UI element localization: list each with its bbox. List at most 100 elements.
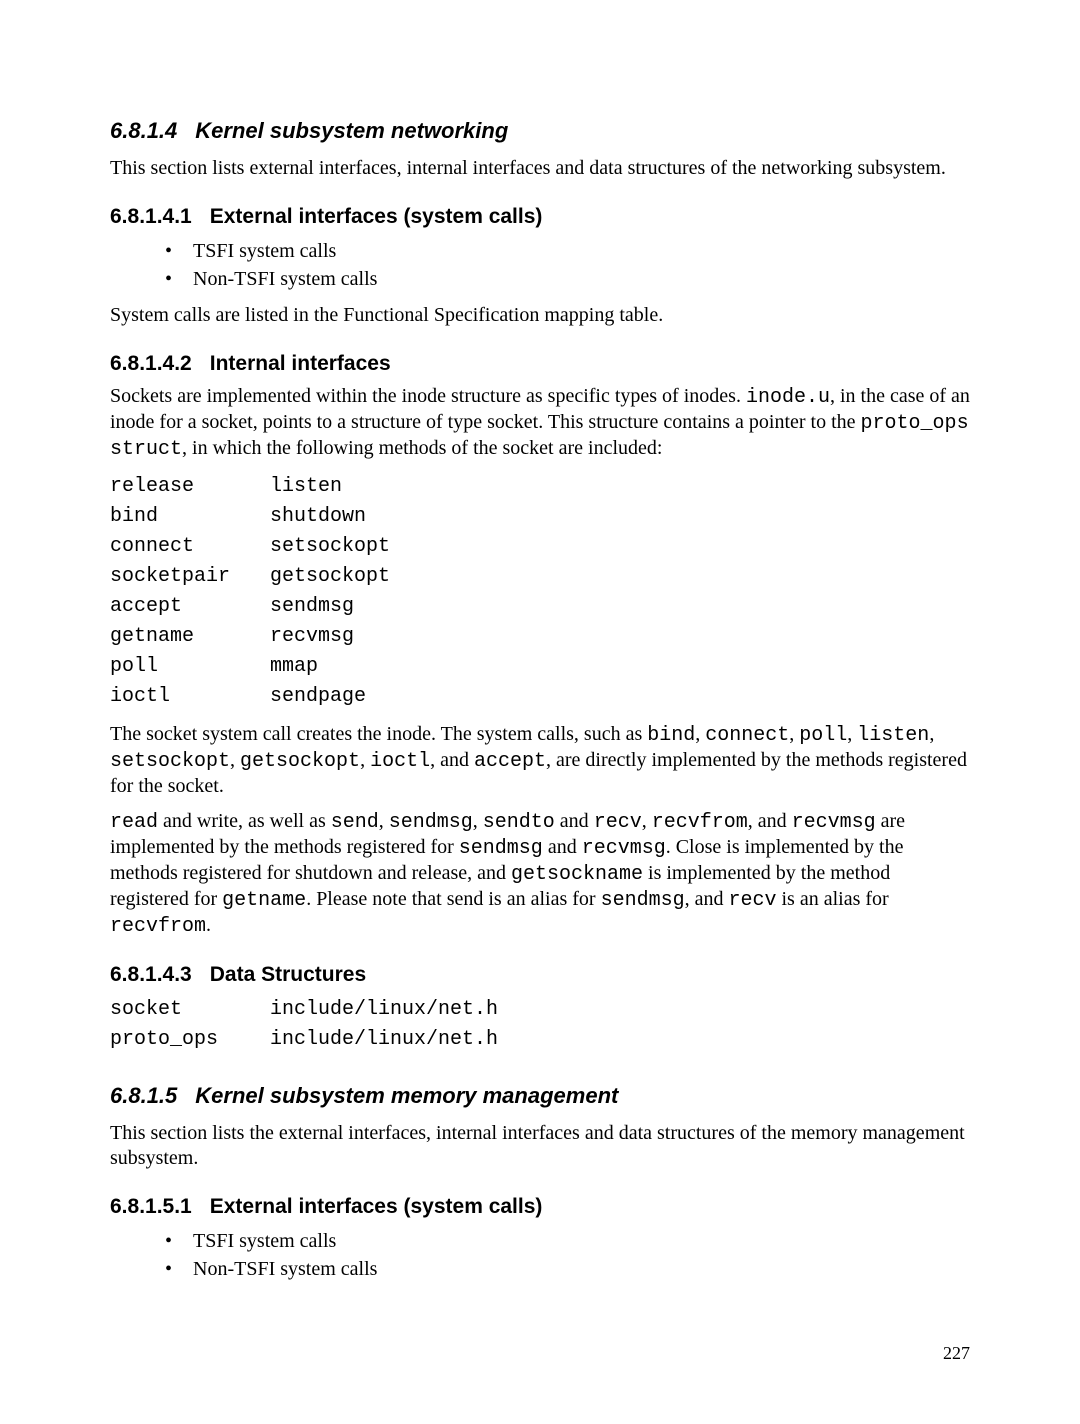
- cell: setsockopt: [270, 532, 390, 562]
- text: ,: [789, 723, 799, 745]
- heading-68151: 6.8.1.5.1 External interfaces (system cal…: [110, 1195, 970, 1219]
- data-structures-table: socketinclude/linux/net.h proto_opsinclu…: [110, 995, 970, 1055]
- cell: connect: [110, 532, 270, 562]
- heading-title: Internal interfaces: [210, 352, 391, 375]
- heading-title: Data Structures: [210, 963, 366, 986]
- bullet-list: TSFI system calls Non-TSFI system calls: [110, 1227, 970, 1283]
- cell: poll: [110, 652, 270, 682]
- table-row: pollmmap: [110, 652, 970, 682]
- paragraph: System calls are listed in the Functiona…: [110, 303, 970, 328]
- paragraph: The socket system call creates the inode…: [110, 722, 970, 799]
- text: . Please note that send is an alias for: [306, 888, 600, 910]
- text: ,: [847, 723, 857, 745]
- text: Sockets are implemented within the inode…: [110, 385, 746, 407]
- code: read: [110, 811, 158, 834]
- cell: socketpair: [110, 562, 270, 592]
- text: and: [555, 810, 594, 832]
- cell: proto_ops: [110, 1025, 270, 1055]
- heading-68143: 6.8.1.4.3 Data Structures: [110, 963, 970, 987]
- heading-number: 6.8.1.5.1: [110, 1195, 192, 1218]
- text: , and: [748, 810, 792, 832]
- code: recv: [594, 811, 642, 834]
- table-row: proto_opsinclude/linux/net.h: [110, 1025, 970, 1055]
- heading-title: External interfaces (system calls): [210, 1195, 543, 1218]
- code: getname: [222, 889, 306, 912]
- cell: bind: [110, 502, 270, 532]
- page-number: 227: [110, 1343, 970, 1364]
- cell: mmap: [270, 652, 318, 682]
- cell: ioctl: [110, 682, 270, 712]
- paragraph: This section lists external interfaces, …: [110, 156, 970, 181]
- code: recv: [728, 889, 776, 912]
- text: ,: [230, 749, 240, 771]
- list-item: TSFI system calls: [165, 1227, 970, 1255]
- cell: accept: [110, 592, 270, 622]
- paragraph: Sockets are implemented within the inode…: [110, 384, 970, 462]
- code: connect: [705, 724, 789, 747]
- text: , and: [430, 749, 474, 771]
- methods-table: releaselisten bindshutdown connectsetsoc…: [110, 472, 970, 712]
- heading-68141: 6.8.1.4.1 External interfaces (system cal…: [110, 205, 970, 229]
- text: ,: [473, 810, 483, 832]
- bullet-list: TSFI system calls Non-TSFI system calls: [110, 237, 970, 293]
- code: sendmsg: [389, 811, 473, 834]
- text: .: [206, 914, 211, 936]
- cell: sendmsg: [270, 592, 354, 622]
- cell: getsockopt: [270, 562, 390, 592]
- code: recvmsg: [582, 837, 666, 860]
- table-row: bindshutdown: [110, 502, 970, 532]
- cell: release: [110, 472, 270, 502]
- code: accept: [474, 750, 546, 773]
- cell: getname: [110, 622, 270, 652]
- code: getsockopt: [240, 750, 360, 773]
- text: ,: [360, 749, 370, 771]
- heading-number: 6.8.1.4: [110, 118, 177, 143]
- code: sendmsg: [601, 889, 685, 912]
- cell: listen: [270, 472, 342, 502]
- table-row: connectsetsockopt: [110, 532, 970, 562]
- heading-number: 6.8.1.4.2: [110, 352, 192, 375]
- code: sendmsg: [459, 837, 543, 860]
- code: recvfrom: [652, 811, 748, 834]
- text: and write, as well as: [158, 810, 331, 832]
- text: , in which the following methods of the …: [182, 437, 662, 459]
- heading-6814: 6.8.1.4 Kernel subsystem networking: [110, 118, 970, 144]
- heading-title: Kernel subsystem networking: [195, 118, 508, 143]
- list-item: Non-TSFI system calls: [165, 265, 970, 293]
- paragraph: read and write, as well as send, sendmsg…: [110, 809, 970, 939]
- code: bind: [647, 724, 695, 747]
- heading-number: 6.8.1.4.1: [110, 205, 192, 228]
- cell: sendpage: [270, 682, 366, 712]
- heading-number: 6.8.1.4.3: [110, 963, 192, 986]
- code: ioctl: [370, 750, 430, 773]
- table-row: releaselisten: [110, 472, 970, 502]
- cell: include/linux/net.h: [270, 1025, 498, 1055]
- code: getsockname: [511, 863, 643, 886]
- document-page: 6.8.1.4 Kernel subsystem networking This …: [0, 0, 1080, 1424]
- text: is an alias for: [776, 888, 888, 910]
- heading-title: Kernel subsystem memory management: [195, 1083, 618, 1108]
- code: inode.u: [746, 386, 830, 409]
- text: , and: [685, 888, 729, 910]
- table-row: acceptsendmsg: [110, 592, 970, 622]
- text: The socket system call creates the inode…: [110, 723, 647, 745]
- code: poll: [799, 724, 847, 747]
- heading-title: External interfaces (system calls): [210, 205, 543, 228]
- text: and: [543, 836, 582, 858]
- table-row: ioctlsendpage: [110, 682, 970, 712]
- table-row: getnamerecvmsg: [110, 622, 970, 652]
- list-item: TSFI system calls: [165, 237, 970, 265]
- heading-number: 6.8.1.5: [110, 1083, 177, 1108]
- paragraph: This section lists the external interfac…: [110, 1121, 970, 1171]
- code: sendto: [483, 811, 555, 834]
- cell: include/linux/net.h: [270, 995, 498, 1025]
- text: ,: [695, 723, 705, 745]
- list-item: Non-TSFI system calls: [165, 1255, 970, 1283]
- cell: shutdown: [270, 502, 366, 532]
- heading-6815: 6.8.1.5 Kernel subsystem memory managemen…: [110, 1083, 970, 1109]
- table-row: socketpairgetsockopt: [110, 562, 970, 592]
- text: ,: [379, 810, 389, 832]
- cell: socket: [110, 995, 270, 1025]
- code: send: [331, 811, 379, 834]
- heading-68142: 6.8.1.4.2 Internal interfaces: [110, 352, 970, 376]
